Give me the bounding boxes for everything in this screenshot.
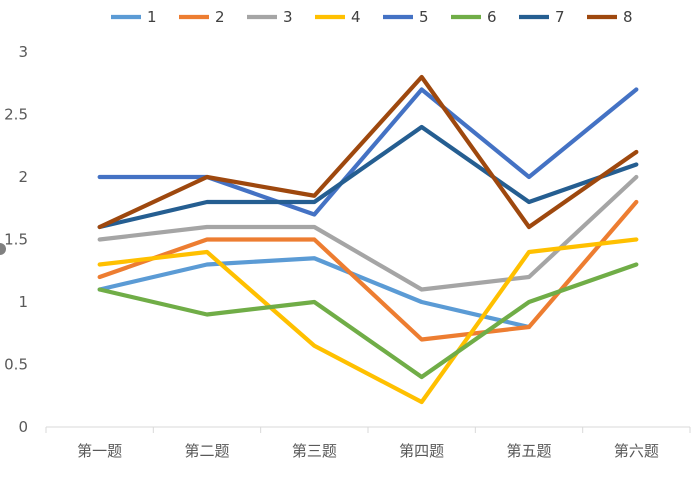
y-tick-label: 2 — [18, 168, 28, 186]
legend-item-8: 8 — [587, 8, 633, 26]
y-tick-label: 1 — [18, 293, 28, 311]
x-tick-label: 第一题 — [77, 442, 122, 460]
x-tick-label: 第二题 — [184, 442, 229, 460]
y-axis: 0 0.5 1 1.5 2 2.5 3 — [4, 43, 28, 436]
y-tick-label: 0 — [18, 418, 28, 436]
y-tick-label: 0.5 — [4, 356, 28, 374]
legend-item-7: 7 — [519, 8, 565, 26]
series-line-8 — [97, 74, 639, 230]
y-tick-label: 3 — [18, 43, 28, 61]
legend-item-1: 1 — [111, 8, 157, 26]
legend-label: 3 — [283, 8, 293, 26]
legend-label: 1 — [147, 8, 157, 26]
x-axis: 第一题 第二题 第三题 第四题 第五题 第六题 — [45, 426, 691, 460]
series-line-2 — [97, 199, 639, 342]
x-tick-label: 第四题 — [399, 442, 444, 460]
legend-label: 8 — [623, 8, 633, 26]
x-tick-label: 第五题 — [506, 442, 551, 460]
series-line-7 — [97, 124, 639, 230]
legend-label: 6 — [487, 8, 497, 26]
x-tick-label: 第六题 — [614, 442, 659, 460]
series-line-4 — [97, 237, 639, 405]
x-tick-label: 第三题 — [292, 442, 337, 460]
legend-label: 2 — [215, 8, 225, 26]
legend-item-6: 6 — [451, 8, 497, 26]
legend-item-2: 2 — [179, 8, 225, 26]
legend-item-4: 4 — [315, 8, 361, 26]
legend-item-3: 3 — [247, 8, 293, 26]
legend: 1 2 3 4 5 6 7 8 — [111, 8, 633, 26]
legend-label: 7 — [555, 8, 565, 26]
legend-label: 4 — [351, 8, 361, 26]
legend-item-5: 5 — [383, 8, 429, 26]
y-tick-label: 1.5 — [4, 231, 28, 249]
series-line-6 — [97, 262, 639, 380]
y-tick-label: 2.5 — [4, 106, 28, 124]
series-line-3 — [97, 174, 639, 292]
series-group — [97, 74, 639, 405]
edge-handle — [0, 243, 6, 255]
series-line-1 — [97, 256, 532, 330]
legend-label: 5 — [419, 8, 429, 26]
series-line-5 — [97, 87, 639, 217]
